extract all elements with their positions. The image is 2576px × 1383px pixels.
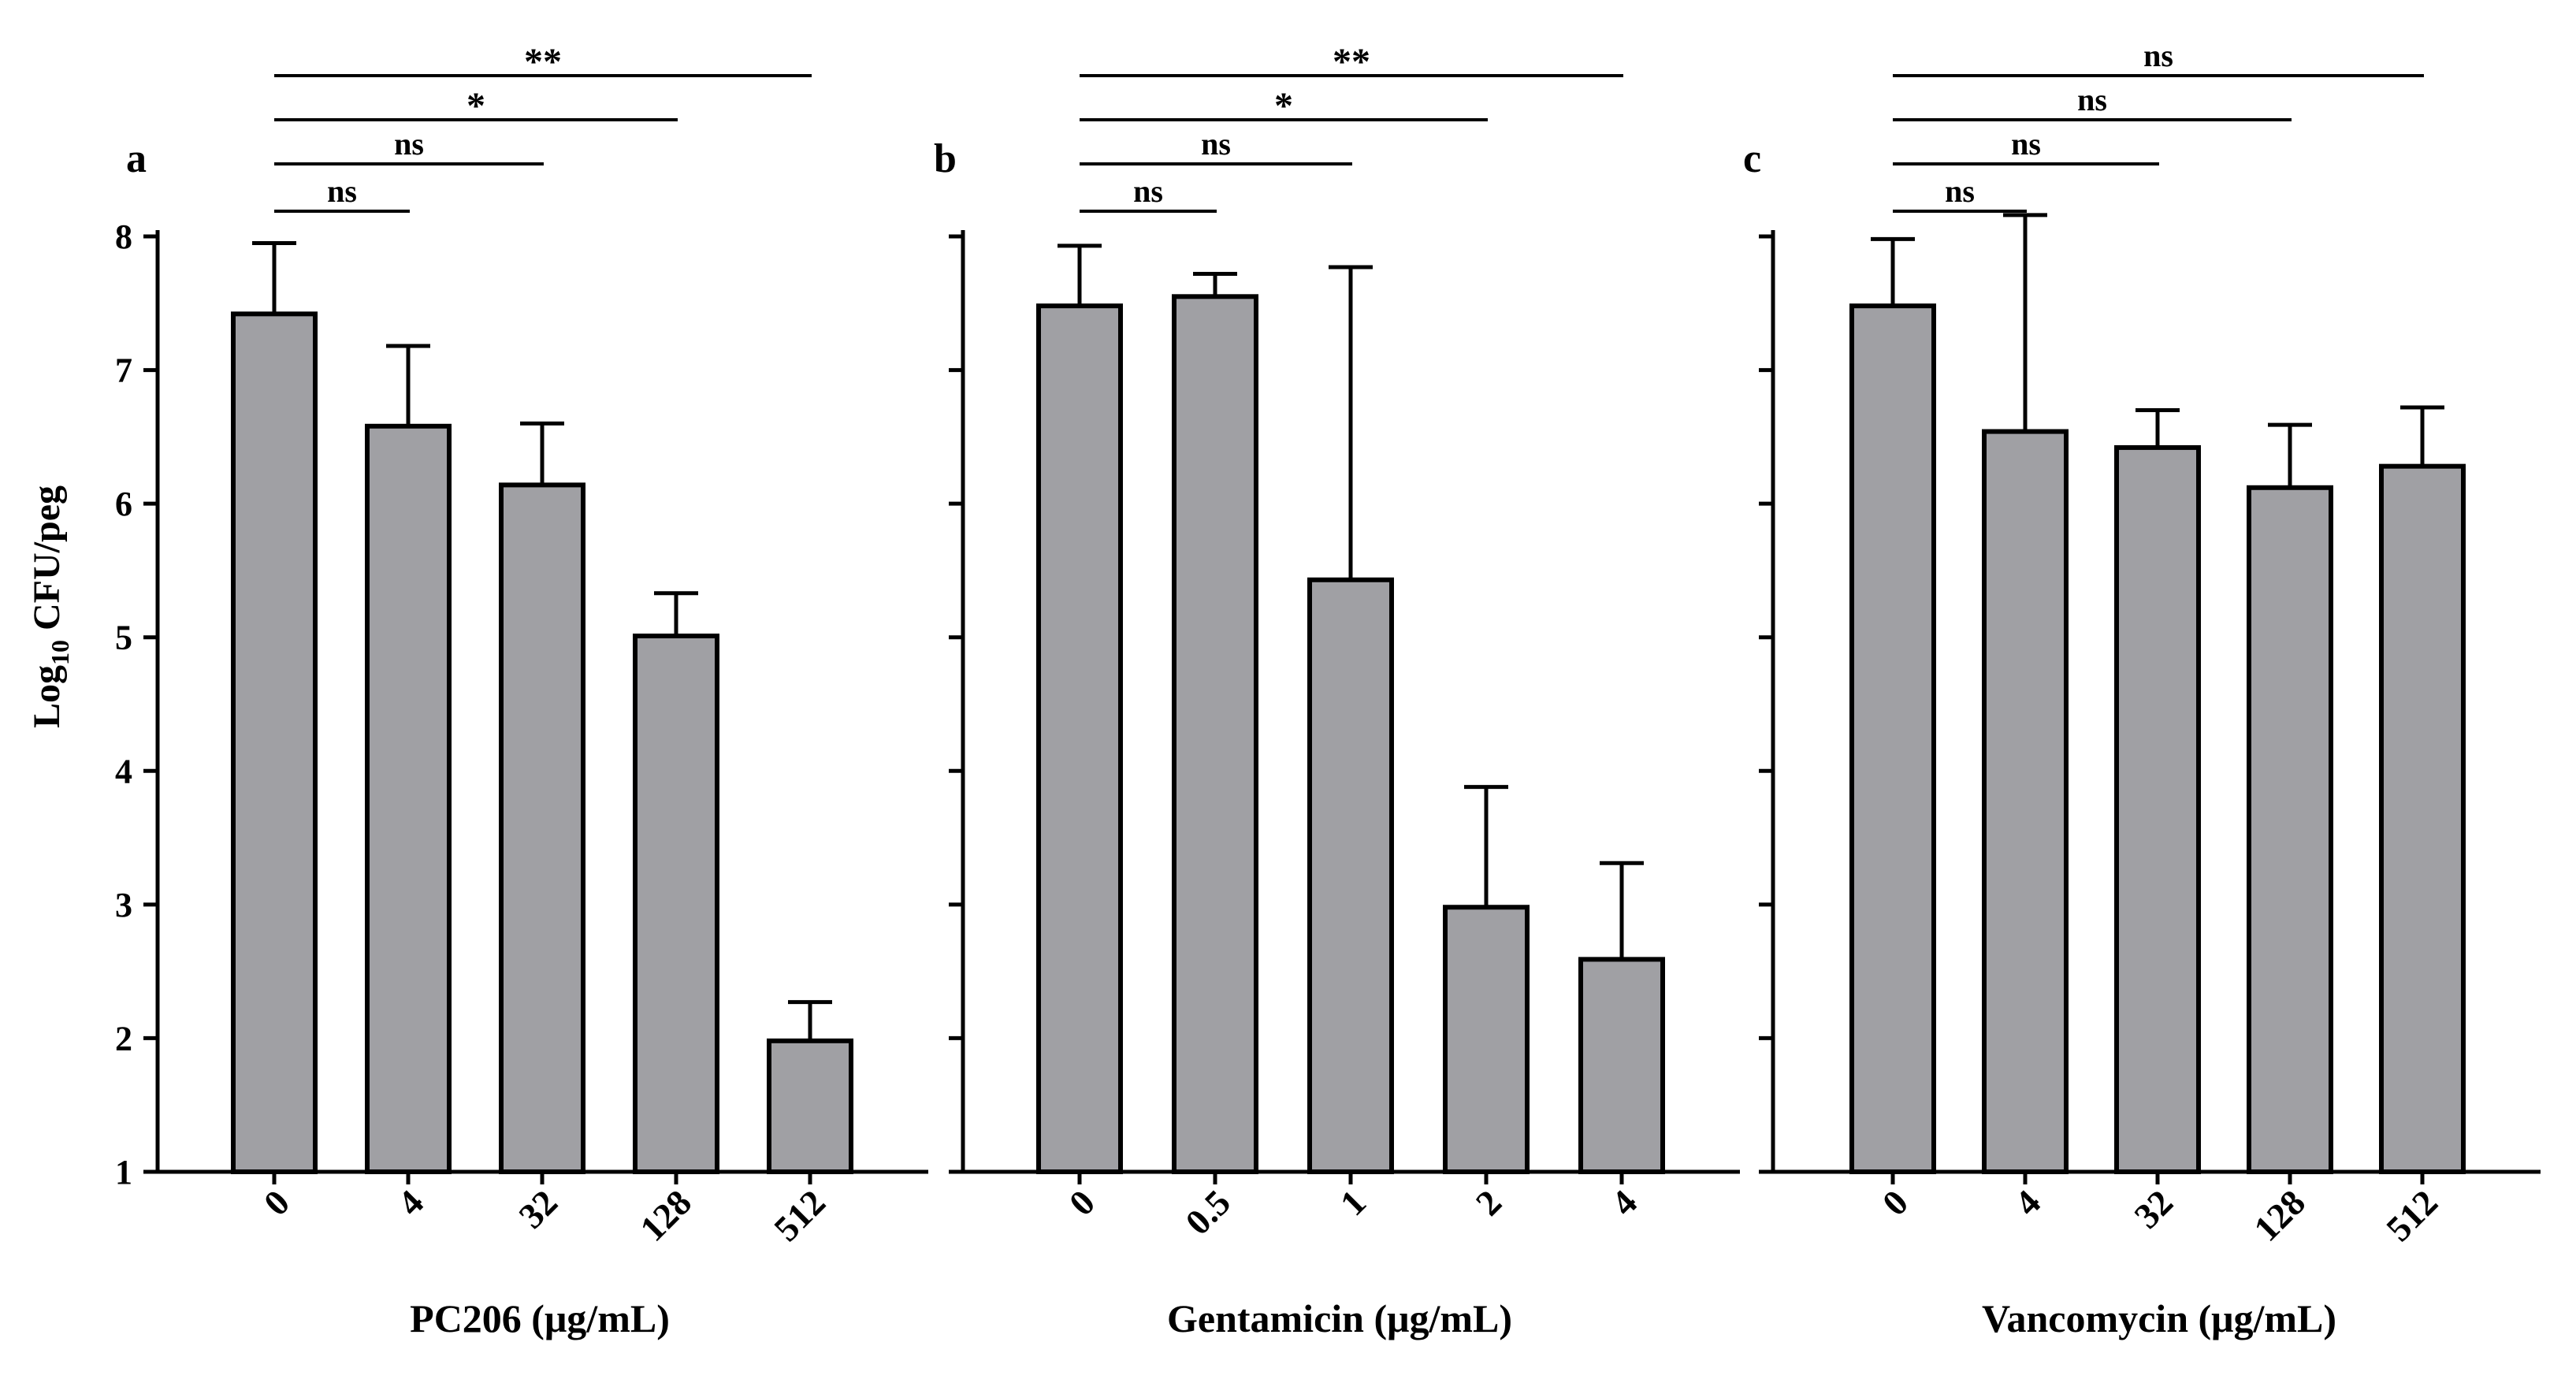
bar-c-128	[2247, 485, 2333, 1174]
significance-label: ns	[1945, 173, 1975, 209]
significance-label: ns	[2011, 126, 2041, 162]
x-tick-label: 128	[2246, 1182, 2313, 1249]
y-tick-label: 3	[115, 886, 132, 924]
y-tick-label: 5	[115, 619, 132, 657]
y-axis-title: Log10 CFU/peg	[26, 485, 74, 728]
panel-letter: c	[1743, 136, 1761, 181]
significance-label: ns	[2143, 38, 2173, 73]
significance-label: ns	[1133, 173, 1163, 209]
bar-c-0	[1849, 303, 1936, 1175]
x-tick-label: 4	[390, 1182, 431, 1223]
y-tick-label: 2	[115, 1019, 132, 1058]
x-tick-label: 0	[256, 1182, 297, 1223]
bar-b-0.5	[1172, 294, 1258, 1174]
x-tick-label: 0	[1061, 1182, 1102, 1223]
significance-label: *	[467, 85, 485, 127]
y-tick-label: 4	[115, 752, 132, 790]
bar-c-4	[1982, 429, 2069, 1174]
x-tick-label: 32	[511, 1182, 565, 1236]
significance-label: **	[524, 41, 562, 83]
x-axis-title: Gentamicin (μg/mL)	[1167, 1296, 1512, 1340]
y-tick-label: 6	[115, 485, 132, 523]
bar-a-0	[231, 311, 318, 1174]
bar-c-512	[2379, 463, 2466, 1174]
x-tick-label: 32	[2126, 1182, 2180, 1236]
x-tick-label: 4	[2007, 1182, 2048, 1223]
y-axis-title-main: Log	[26, 665, 68, 728]
x-tick-label: 128	[632, 1182, 699, 1249]
significance-label: ns	[394, 126, 424, 162]
x-tick-label: 1	[1333, 1182, 1373, 1223]
panel-letter: a	[126, 136, 147, 181]
significance-label: ns	[1201, 126, 1231, 162]
x-tick-label: 512	[766, 1182, 833, 1249]
bar-b-2	[1443, 905, 1530, 1174]
bar-a-512	[767, 1038, 853, 1174]
y-tick-label: 1	[115, 1153, 132, 1192]
x-axis-title: Vancomycin (μg/mL)	[1982, 1296, 2336, 1340]
bar-b-0	[1036, 303, 1123, 1175]
significance-label: ns	[2077, 82, 2107, 117]
bar-b-4	[1578, 957, 1665, 1175]
bar-a-32	[499, 482, 585, 1174]
bar-b-1	[1307, 577, 1394, 1174]
y-axis-title-subscript: 10	[46, 640, 74, 665]
bar-a-4	[365, 423, 452, 1174]
x-tick-label: 4	[1604, 1182, 1645, 1223]
x-tick-label: 0.5	[1177, 1182, 1238, 1243]
x-tick-label: 0	[1875, 1182, 1916, 1223]
significance-label: ns	[327, 173, 357, 209]
y-axis-title-rest: CFU/peg	[26, 485, 68, 640]
x-tick-label: 2	[1468, 1182, 1509, 1223]
y-tick-label: 8	[115, 217, 132, 256]
significance-label: *	[1274, 85, 1293, 127]
x-axis-title: PC206 (μg/mL)	[410, 1296, 670, 1340]
panel-letter: b	[934, 136, 957, 181]
bar-c-32	[2114, 444, 2201, 1174]
y-tick-label: 7	[115, 351, 132, 390]
bar-a-128	[633, 634, 719, 1174]
x-tick-label: 512	[2378, 1182, 2445, 1249]
significance-label: **	[1333, 41, 1370, 83]
